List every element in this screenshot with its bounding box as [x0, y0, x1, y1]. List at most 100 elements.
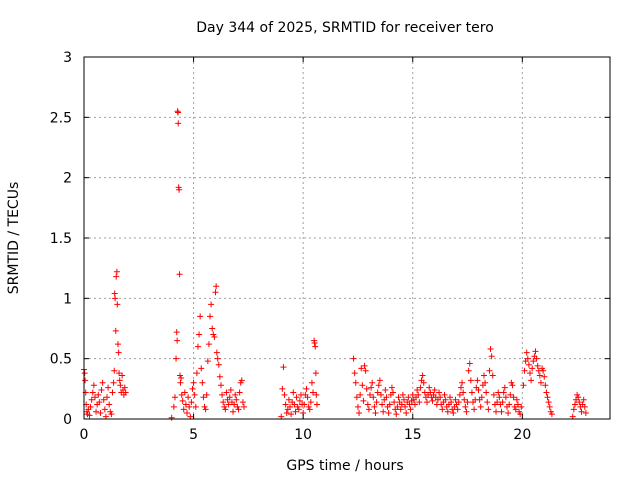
data-point [411, 401, 418, 408]
data-point [372, 409, 379, 416]
data-point [99, 379, 106, 386]
data-point [374, 389, 381, 396]
data-point [398, 401, 405, 408]
x-tick-label: 20 [513, 427, 531, 443]
data-point [353, 394, 360, 401]
data-point [375, 382, 382, 389]
data-point [365, 406, 372, 413]
data-point [460, 389, 467, 396]
data-point [197, 313, 204, 320]
data-point [442, 396, 449, 403]
data-point [480, 372, 487, 379]
data-point [113, 268, 120, 275]
data-point [208, 301, 215, 308]
data-point [182, 401, 189, 408]
data-point [194, 343, 201, 350]
data-point [423, 399, 430, 406]
data-point [109, 389, 116, 396]
data-point [200, 394, 207, 401]
data-point [507, 391, 514, 398]
data-point [240, 403, 247, 410]
x-tick-label: 0 [80, 427, 89, 443]
data-point [361, 362, 368, 369]
data-point [113, 273, 120, 280]
data-points [81, 108, 589, 421]
data-point [488, 353, 495, 360]
data-point [226, 394, 233, 401]
data-point [546, 403, 553, 410]
tick-labels: 0 5 10 15 20 0 0.5 1 1.5 2 2.5 3 [50, 50, 532, 443]
data-point [431, 387, 438, 394]
data-point [95, 391, 102, 398]
data-point [111, 367, 118, 374]
data-point [214, 355, 221, 362]
data-point [283, 409, 290, 416]
data-point [192, 403, 199, 410]
data-point [466, 360, 473, 367]
data-point [175, 120, 182, 127]
data-point [383, 394, 390, 401]
data-point [212, 289, 219, 296]
data-point [448, 399, 455, 406]
data-point [525, 361, 532, 368]
grid-lines [84, 57, 610, 419]
data-point [512, 406, 519, 413]
data-point [112, 327, 119, 334]
data-point [108, 411, 115, 418]
data-point [397, 406, 404, 413]
y-tick-label: 0 [63, 412, 72, 428]
data-point [455, 399, 462, 406]
data-point [213, 349, 220, 356]
data-point [403, 409, 410, 416]
data-point [388, 384, 395, 391]
data-point [173, 329, 180, 336]
data-point [184, 409, 191, 416]
data-point [291, 401, 298, 408]
data-point [370, 394, 377, 401]
data-point [114, 341, 121, 348]
data-point [282, 401, 289, 408]
data-point [288, 411, 295, 418]
data-point [400, 396, 407, 403]
data-point [177, 379, 184, 386]
data-point [494, 399, 501, 406]
data-point [295, 406, 302, 413]
data-point [171, 394, 178, 401]
data-point [356, 409, 363, 416]
data-point [93, 408, 100, 415]
data-point [90, 382, 97, 389]
data-point [193, 370, 200, 377]
data-point [506, 401, 513, 408]
data-point [541, 373, 548, 380]
data-point [204, 358, 211, 365]
data-point [296, 397, 303, 404]
data-point [457, 384, 464, 391]
data-point [582, 409, 589, 416]
data-point [373, 399, 380, 406]
data-point [537, 379, 544, 386]
data-point [495, 389, 502, 396]
data-point [580, 396, 587, 403]
data-point [112, 295, 119, 302]
data-point [521, 367, 528, 374]
data-point [303, 385, 310, 392]
data-point [106, 401, 113, 408]
data-point [369, 379, 376, 386]
data-point [313, 401, 320, 408]
data-point [312, 370, 319, 377]
data-point [216, 373, 223, 380]
data-point [415, 391, 422, 398]
data-point [501, 384, 508, 391]
data-point [285, 396, 292, 403]
data-point [308, 379, 315, 386]
data-point [359, 382, 366, 389]
data-point [312, 343, 319, 350]
data-point [414, 387, 421, 394]
data-point [529, 365, 536, 372]
data-point [513, 396, 520, 403]
data-point [238, 377, 245, 384]
data-point [100, 396, 107, 403]
data-point [178, 374, 185, 381]
data-point [427, 389, 434, 396]
data-point [239, 399, 246, 406]
